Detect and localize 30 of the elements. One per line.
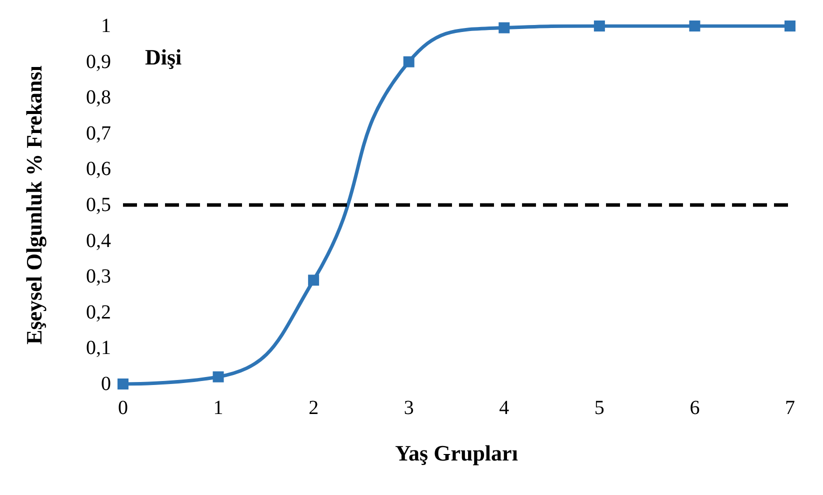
x-axis-title: Yaş Grupları [395, 440, 518, 466]
point [212, 371, 224, 382]
y-tick-label: 0,1 [86, 337, 111, 360]
x-tick-label: 2 [308, 397, 319, 419]
x-tick-label: 6 [690, 397, 700, 419]
point [118, 378, 128, 390]
y-tick-label: 0 [101, 373, 111, 395]
y-tick-label: 0,5 [86, 194, 111, 216]
point [689, 20, 700, 32]
y-tick-label: 0,4 [86, 230, 111, 252]
x-tick-label: 4 [499, 397, 510, 419]
y-tick-label: 0,3 [86, 266, 111, 288]
point [498, 22, 510, 34]
y-axis-title: Eşeysel Olgunluk % Frekansı [22, 66, 46, 344]
point [308, 274, 320, 286]
point [784, 20, 796, 32]
x-tick-label: 0 [118, 397, 128, 419]
annotation: Dişi [145, 44, 182, 70]
x-tick-label: 5 [594, 397, 604, 419]
y-tick-label: 0,8 [86, 86, 111, 109]
y-tick-label: 0,7 [86, 122, 111, 144]
point [403, 56, 414, 68]
y-tick-label: 0,2 [86, 301, 111, 324]
x-tick-label: 7 [785, 397, 795, 419]
y-tick-label: 1 [101, 15, 111, 37]
y-tick-label: 0,9 [86, 50, 111, 73]
point [594, 20, 605, 32]
x-tick-label: 1 [213, 397, 224, 419]
x-tick-label: 3 [404, 397, 414, 419]
y-tick-label: 0,6 [86, 158, 111, 180]
